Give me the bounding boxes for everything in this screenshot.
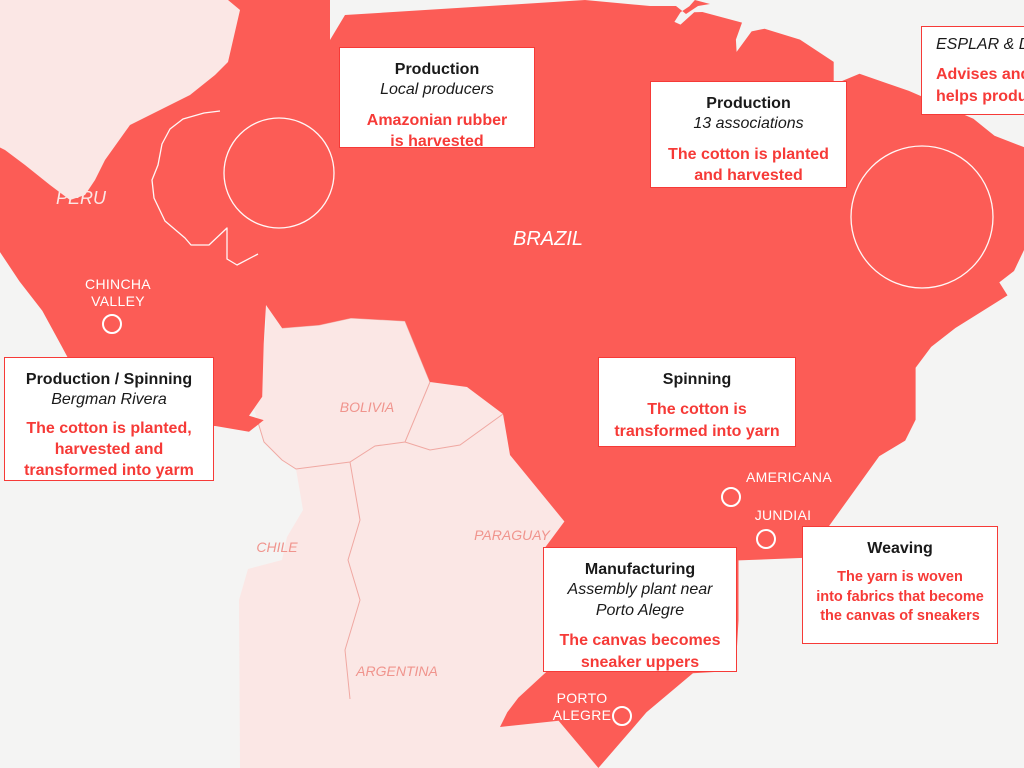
svg-text:ARGENTINA: ARGENTINA <box>355 663 438 679</box>
svg-text:PERU: PERU <box>56 188 107 208</box>
svg-text:CHINCHA: CHINCHA <box>85 276 151 292</box>
svg-text:JUNDIAI: JUNDIAI <box>755 507 812 523</box>
svg-text:BOLIVIA: BOLIVIA <box>340 399 394 415</box>
svg-text:CHILE: CHILE <box>256 539 298 555</box>
svg-text:PARAGUAY: PARAGUAY <box>474 527 551 543</box>
svg-text:AMERICANA: AMERICANA <box>746 469 832 485</box>
svg-text:ALEGRE: ALEGRE <box>553 707 612 723</box>
svg-text:PORTO: PORTO <box>557 690 608 706</box>
svg-text:VALLEY: VALLEY <box>91 293 145 309</box>
svg-text:BRAZIL: BRAZIL <box>513 228 583 250</box>
